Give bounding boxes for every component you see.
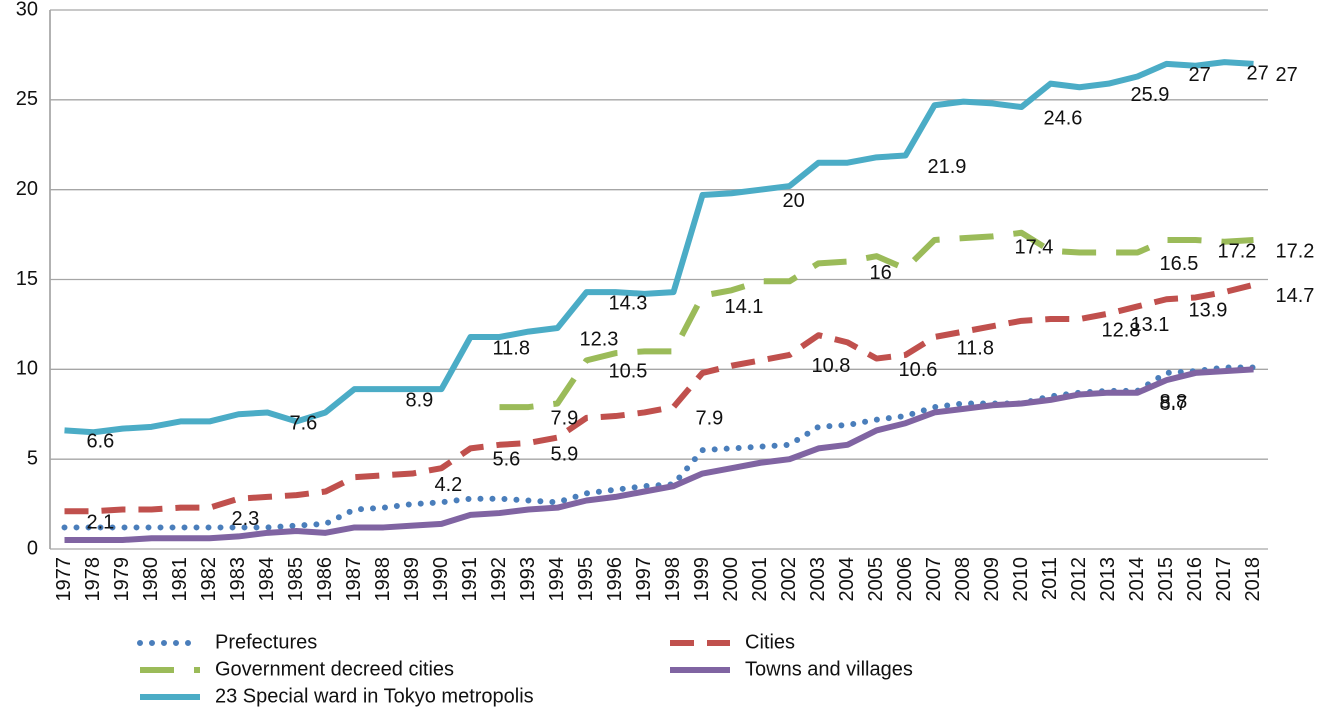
data-label: 2.3 xyxy=(232,508,260,530)
x-tick-label: 2008 xyxy=(952,557,974,602)
data-label: 2.1 xyxy=(87,512,115,534)
series-line xyxy=(61,364,1257,531)
data-label: 27 xyxy=(1247,62,1269,84)
data-label: 17.2 xyxy=(1276,240,1315,262)
y-tick-label: 5 xyxy=(27,447,38,469)
data-label: 4.2 xyxy=(435,474,463,496)
x-tick-label: 2003 xyxy=(807,557,829,602)
x-tick-label: 1997 xyxy=(633,557,655,602)
x-tick-label: 1977 xyxy=(53,557,75,602)
y-tick-label: 10 xyxy=(16,358,38,380)
series-line xyxy=(64,281,1255,515)
data-label: 5.9 xyxy=(551,443,579,465)
x-tick-label: 1980 xyxy=(140,557,162,602)
x-tick-label: 1981 xyxy=(169,557,191,602)
data-label: 12.3 xyxy=(580,328,619,350)
x-tick-label: 1989 xyxy=(401,557,423,602)
x-tick-label: 1978 xyxy=(82,557,104,602)
x-tick-label: 2007 xyxy=(923,557,945,602)
data-label: 27 xyxy=(1189,64,1211,86)
data-label: 7.9 xyxy=(551,407,579,429)
x-tick-label: 1992 xyxy=(488,557,510,602)
x-tick-label: 2012 xyxy=(1068,557,1090,602)
data-label: 17.4 xyxy=(1015,237,1054,259)
data-label: 11.8 xyxy=(493,337,530,359)
x-tick-label: 1991 xyxy=(459,557,481,602)
data-label: 8.8 xyxy=(1160,391,1188,413)
data-label: 17.2 xyxy=(1218,240,1257,262)
data-label: 10.8 xyxy=(812,355,851,377)
x-tick-label: 2011 xyxy=(1039,557,1061,600)
y-tick-label: 15 xyxy=(16,268,38,290)
legend-label: Towns and villages xyxy=(745,658,913,680)
series-line xyxy=(64,366,1254,544)
x-tick-label: 2002 xyxy=(778,557,800,602)
x-tick-label: 2014 xyxy=(1126,557,1148,602)
data-label: 10.5 xyxy=(609,361,648,383)
data-label: 6.6 xyxy=(87,431,115,453)
data-label: 12.8 xyxy=(1102,319,1141,341)
data-label: 13.1 xyxy=(1131,314,1170,336)
y-tick-label: 0 xyxy=(27,537,38,559)
x-tick-label: 1983 xyxy=(227,557,249,602)
data-label: 7.6 xyxy=(290,413,318,435)
legend-label: Government decreed cities xyxy=(215,658,454,680)
x-tick-label: 1998 xyxy=(662,557,684,602)
x-tick-label: 2013 xyxy=(1097,557,1119,602)
data-label: 14.3 xyxy=(609,292,648,314)
x-tick-label: 1995 xyxy=(575,557,597,602)
x-tick-label: 2017 xyxy=(1213,557,1235,602)
data-label: 8.9 xyxy=(406,389,434,411)
x-tick-label: 1993 xyxy=(517,557,539,602)
data-label: 21.9 xyxy=(928,156,967,178)
x-tick-label: 1996 xyxy=(604,557,626,602)
data-label: 8.7 xyxy=(1160,393,1188,415)
data-label: 20 xyxy=(783,190,805,212)
x-tick-label: 2015 xyxy=(1155,557,1177,602)
data-label: 7.9 xyxy=(696,407,724,429)
x-tick-label: 2016 xyxy=(1184,557,1206,602)
x-tick-label: 2010 xyxy=(1010,557,1032,602)
y-tick-label: 20 xyxy=(16,178,38,200)
x-tick-label: 2001 xyxy=(749,557,771,602)
data-label: 16 xyxy=(870,262,892,284)
x-tick-label: 1982 xyxy=(198,557,220,602)
legend-label: Prefectures xyxy=(215,631,317,653)
data-label: 14.1 xyxy=(725,296,764,318)
x-tick-label: 1994 xyxy=(546,557,568,602)
data-label: 5.6 xyxy=(493,449,521,471)
y-tick-label: 25 xyxy=(16,88,38,110)
x-tick-label: 2006 xyxy=(894,557,916,602)
x-tick-label: 2004 xyxy=(836,557,858,602)
x-tick-label: 2005 xyxy=(865,557,887,602)
data-label: 25.9 xyxy=(1131,84,1170,106)
legend-label: 23 Special ward in Tokyo metropolis xyxy=(215,685,534,707)
x-tick-label: 1985 xyxy=(285,557,307,602)
series-line xyxy=(64,59,1254,436)
data-label: 24.6 xyxy=(1044,107,1083,129)
legend-label: Cities xyxy=(745,631,795,653)
data-label: 11.8 xyxy=(957,337,994,359)
x-tick-label: 1990 xyxy=(430,557,452,602)
x-tick-label: 1988 xyxy=(372,557,394,602)
x-tick-label: 2000 xyxy=(720,557,742,602)
x-tick-label: 2009 xyxy=(981,557,1003,602)
y-tick-label: 30 xyxy=(16,0,38,20)
x-tick-label: 1979 xyxy=(111,557,133,602)
data-label: 13.9 xyxy=(1189,300,1228,322)
x-tick-label: 1999 xyxy=(691,557,713,602)
data-label: 14.7 xyxy=(1276,285,1315,307)
x-tick-label: 1987 xyxy=(343,557,365,602)
x-tick-label: 2018 xyxy=(1242,557,1264,602)
x-tick-label: 1986 xyxy=(314,557,336,602)
data-label: 27 xyxy=(1276,64,1298,86)
data-label: 16.5 xyxy=(1160,253,1199,275)
x-tick-label: 1984 xyxy=(256,557,278,602)
data-label: 10.6 xyxy=(899,359,938,381)
series-line xyxy=(499,229,1254,411)
